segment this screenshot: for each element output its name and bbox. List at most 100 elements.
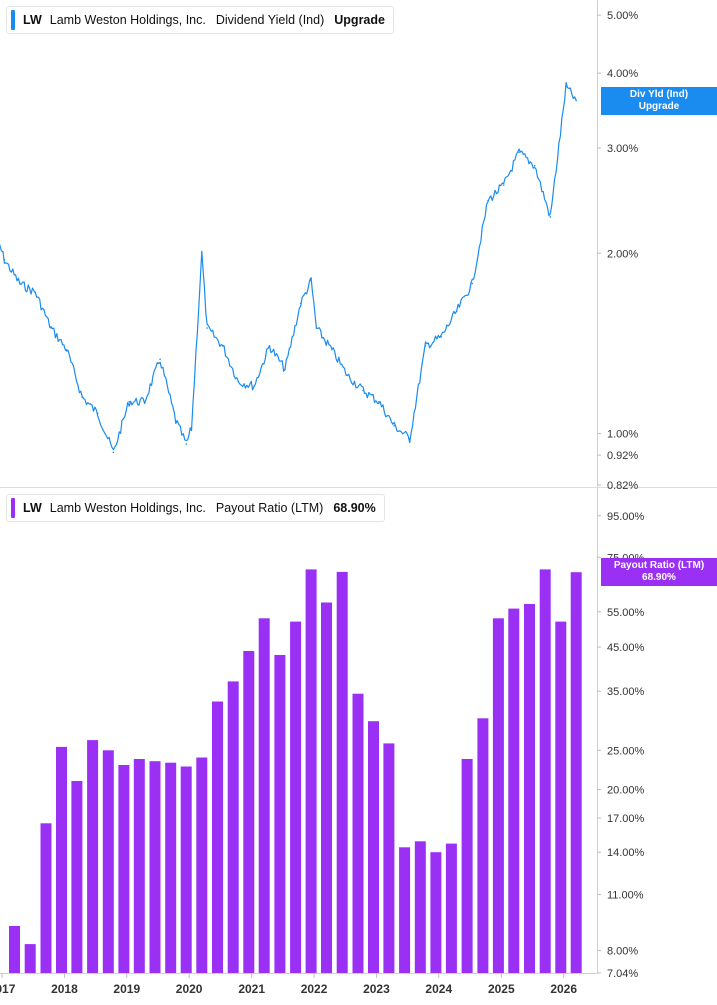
payout-bar	[40, 823, 52, 973]
yield-point	[455, 310, 458, 313]
yield-point	[549, 216, 552, 218]
payout-price-badge: Payout Ratio (LTM) 68.90%	[601, 558, 717, 587]
yield-point	[575, 99, 577, 102]
payout-ytick-label: 7.04%	[607, 968, 638, 980]
yield-point	[206, 327, 208, 329]
yield-point	[96, 412, 99, 415]
yield-point	[221, 345, 224, 347]
payout-ytick-label: 25.00%	[607, 745, 645, 757]
payout-bar	[102, 750, 114, 973]
yield-point	[502, 184, 505, 186]
yield-point	[268, 345, 271, 347]
yield-legend-swatch	[11, 10, 15, 30]
yield-legend-value[interactable]: Upgrade	[334, 13, 385, 27]
yield-point	[200, 252, 203, 255]
xtick-label: 2026	[550, 982, 577, 996]
yield-point	[487, 199, 489, 202]
payout-ytick-label: 45.00%	[607, 642, 645, 654]
yield-point	[19, 282, 21, 285]
payout-bar	[461, 759, 473, 973]
yield-point	[331, 348, 333, 351]
payout-bar	[352, 693, 364, 973]
payout-bar	[570, 572, 582, 973]
yield-ytick-label: 1.00%	[607, 428, 638, 440]
yield-point	[565, 85, 567, 88]
xtick-label: 2021	[238, 982, 265, 996]
payout-ytick-label: 14.00%	[607, 847, 645, 859]
payout-bar	[524, 604, 535, 973]
yield-point	[50, 327, 52, 329]
xtick-label: 2018	[51, 982, 78, 996]
yield-legend-metric: Dividend Yield (Ind)	[215, 13, 325, 27]
payout-bar	[212, 701, 223, 973]
yield-legend: LW Lamb Weston Holdings, Inc. Dividend Y…	[6, 6, 394, 34]
payout-badge-value: 68.90%	[642, 572, 676, 584]
yield-point	[143, 400, 146, 403]
yield-legend-company: Lamb Weston Holdings, Inc.	[49, 13, 206, 27]
yield-point	[440, 336, 442, 338]
xtick-label: 2022	[301, 982, 328, 996]
payout-bar	[9, 926, 20, 973]
yield-point	[518, 151, 520, 154]
xtick-label: 2019	[113, 982, 140, 996]
yield-badge-value: Upgrade	[638, 100, 680, 112]
payout-bar	[71, 781, 83, 973]
marks-layer	[0, 82, 582, 973]
payout-bar	[414, 841, 426, 973]
payout-bar	[196, 757, 208, 973]
yield-badge-label: Div Yld (Ind)	[629, 88, 689, 100]
yield-point	[81, 396, 83, 398]
payout-bar	[258, 618, 270, 973]
xtick-label: 2020	[176, 982, 203, 996]
yield-point	[34, 291, 37, 294]
yield-point	[393, 424, 395, 427]
yield-ytick-label: 5.00%	[607, 10, 638, 22]
yield-point	[346, 374, 349, 377]
yield-ytick-label: 0.82%	[607, 480, 638, 492]
xtick-label: 2025	[488, 982, 515, 996]
yield-point	[190, 427, 193, 430]
yield-point	[533, 165, 536, 167]
payout-bar	[290, 621, 302, 973]
payout-bar	[243, 651, 255, 973]
payout-bar	[539, 569, 551, 973]
yield-point	[299, 302, 302, 305]
yield-point	[159, 358, 161, 361]
payout-bar	[133, 759, 145, 973]
yield-ytick-label: 4.00%	[607, 68, 638, 80]
yield-point	[284, 368, 286, 371]
payout-bar	[24, 944, 36, 973]
yield-point	[315, 327, 318, 329]
payout-bar	[180, 766, 192, 973]
yield-series-line	[0, 82, 577, 451]
yield-point	[310, 279, 312, 282]
yield-point	[424, 345, 427, 347]
payout-legend-company: Lamb Weston Holdings, Inc.	[49, 501, 206, 515]
yield-price-badge: Div Yld (Ind) Upgrade	[601, 86, 717, 115]
payout-bar	[56, 746, 67, 973]
payout-bar	[492, 618, 504, 973]
yield-point	[408, 437, 411, 440]
yield-point	[128, 400, 130, 403]
yield-point	[66, 348, 68, 351]
payout-bar	[430, 852, 442, 973]
yield-point	[185, 443, 188, 445]
yield-ytick-label: 3.00%	[607, 143, 638, 155]
xtick-label: 2017	[0, 982, 16, 996]
yield-point	[237, 380, 240, 383]
payout-bar	[555, 621, 567, 973]
payout-legend-value: 68.90%	[333, 501, 376, 515]
payout-bar	[305, 569, 317, 973]
payout-bar	[336, 571, 348, 973]
payout-ytick-label: 20.00%	[607, 785, 645, 797]
yield-point	[253, 385, 255, 387]
payout-bar	[508, 608, 520, 973]
payout-ytick-label: 17.00%	[607, 813, 645, 825]
payout-bar	[368, 721, 379, 973]
payout-bar	[165, 762, 177, 973]
payout-badge-label: Payout Ratio (LTM)	[613, 560, 705, 572]
payout-bar	[383, 743, 395, 973]
yield-point	[3, 259, 6, 261]
payout-ytick-label: 95.00%	[607, 511, 645, 523]
